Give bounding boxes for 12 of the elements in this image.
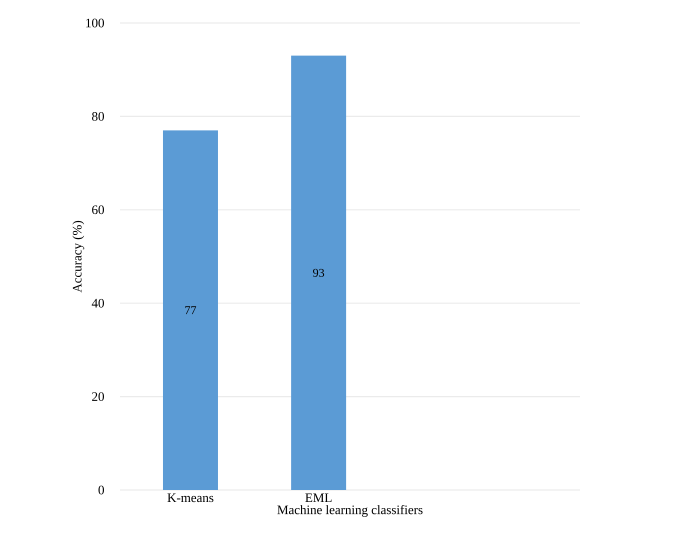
data-label: 77 <box>185 306 196 314</box>
x-axis-title: Machine learning classifiers <box>277 504 423 517</box>
data-label: 93 <box>313 268 324 277</box>
y-tick-label: 40 <box>92 298 104 308</box>
x-tick-label: EML <box>305 494 332 502</box>
y-tick-label: 80 <box>92 112 104 121</box>
y-tick-label: 0 <box>98 486 104 494</box>
y-tick-label: 20 <box>92 392 104 401</box>
x-tick-label: K-means <box>167 494 214 502</box>
y-tick-label: 100 <box>86 18 104 28</box>
y-tick-label: 60 <box>92 205 104 214</box>
y-axis-title: Accuracy (%) <box>72 220 84 293</box>
